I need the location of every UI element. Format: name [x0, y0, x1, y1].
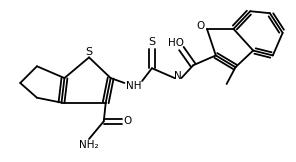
- Text: NH: NH: [126, 81, 142, 91]
- Text: S: S: [148, 37, 155, 47]
- Text: N: N: [174, 71, 181, 81]
- Text: O: O: [123, 116, 131, 126]
- Text: NH₂: NH₂: [79, 140, 99, 150]
- Text: HO: HO: [168, 38, 184, 48]
- Text: S: S: [86, 47, 93, 58]
- Text: O: O: [196, 21, 204, 31]
